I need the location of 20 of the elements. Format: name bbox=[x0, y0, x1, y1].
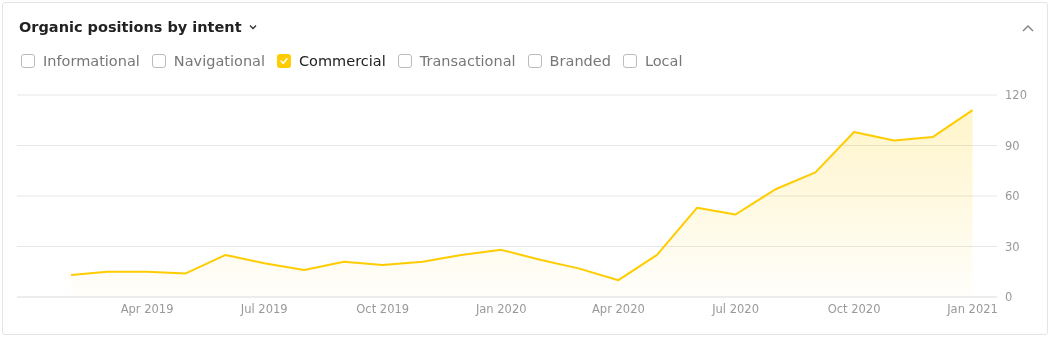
legend-label: Transactional bbox=[419, 53, 516, 69]
x-tick-label: Oct 2019 bbox=[356, 302, 410, 317]
y-tick-label: 60 bbox=[1005, 189, 1020, 204]
x-tick-label: Apr 2019 bbox=[120, 302, 174, 317]
x-tick-label: Jul 2019 bbox=[239, 302, 288, 317]
y-tick-label: 0 bbox=[1005, 290, 1013, 305]
x-tick-label: Jan 2020 bbox=[474, 302, 527, 317]
chart-title: Organic positions by intent bbox=[19, 19, 242, 35]
y-tick-label: 90 bbox=[1005, 138, 1020, 153]
legend-label: Local bbox=[644, 53, 683, 69]
y-tick-label: 120 bbox=[1005, 88, 1027, 103]
x-tick-label: Apr 2020 bbox=[591, 302, 645, 317]
x-tick-label: Oct 2020 bbox=[827, 302, 881, 317]
x-tick-label: Jul 2020 bbox=[711, 302, 759, 317]
legend-label: Navigational bbox=[173, 53, 265, 69]
x-tick-label: Jan 2021 bbox=[946, 302, 998, 317]
legend-label: Commercial bbox=[298, 53, 386, 69]
y-tick-label: 30 bbox=[1005, 239, 1020, 254]
legend-label: Branded bbox=[549, 53, 611, 69]
legend-label: Informational bbox=[43, 53, 140, 69]
